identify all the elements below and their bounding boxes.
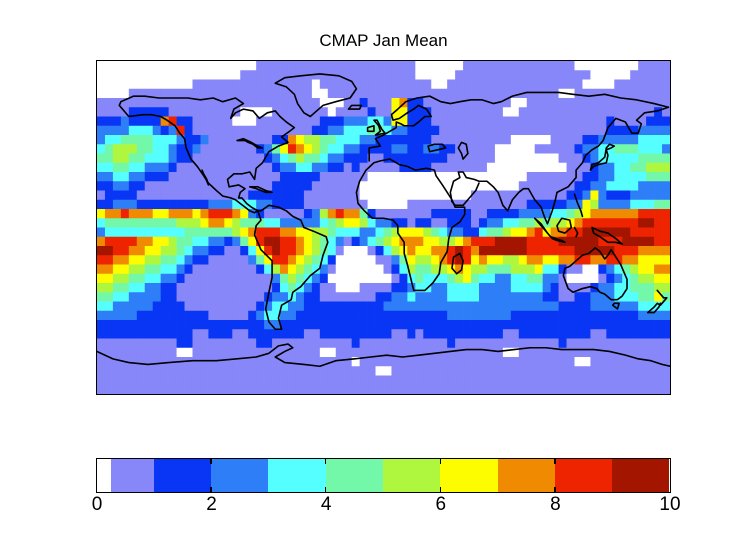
colorbar-tick [554, 458, 556, 464]
colorbar-tick-labels: 0 2 4 6 8 10 [92, 494, 681, 516]
colorbar-tick [210, 486, 212, 492]
colorbar-segment [440, 458, 498, 492]
colorbar-tick-label: 6 [435, 494, 447, 515]
colorbar-segment [554, 458, 613, 492]
colorbar-segment [383, 458, 441, 492]
colorbar-tick [554, 486, 556, 492]
colorbar-segment [211, 458, 269, 492]
colorbar-segment [96, 458, 111, 492]
colorbar-segment [612, 458, 670, 492]
map-axes [95, 59, 671, 395]
colorbar [95, 457, 671, 493]
colorbar-tick [324, 486, 327, 492]
colorbar-segment [497, 458, 555, 492]
chart-title: CMAP Jan Mean [319, 31, 448, 50]
colorbar-tick [324, 458, 327, 464]
colorbar-segment [110, 458, 154, 492]
colorbar-tick-label: 0 [91, 494, 103, 515]
colorbar-tick-label: 8 [550, 494, 561, 515]
colorbar-segment [268, 458, 326, 492]
colorbar-tick-label: 2 [206, 494, 217, 515]
colorbar-tick-label: 10 [659, 494, 681, 515]
colorbar-segment [325, 458, 383, 492]
colorbar-tick [439, 458, 442, 464]
colorbar-segment [153, 458, 212, 492]
colorbar-tick [210, 458, 212, 464]
colorbar-tick-label: 4 [320, 494, 332, 515]
colorbar-tick [439, 486, 442, 492]
precipitation-heatmap-canvas [96, 60, 670, 394]
